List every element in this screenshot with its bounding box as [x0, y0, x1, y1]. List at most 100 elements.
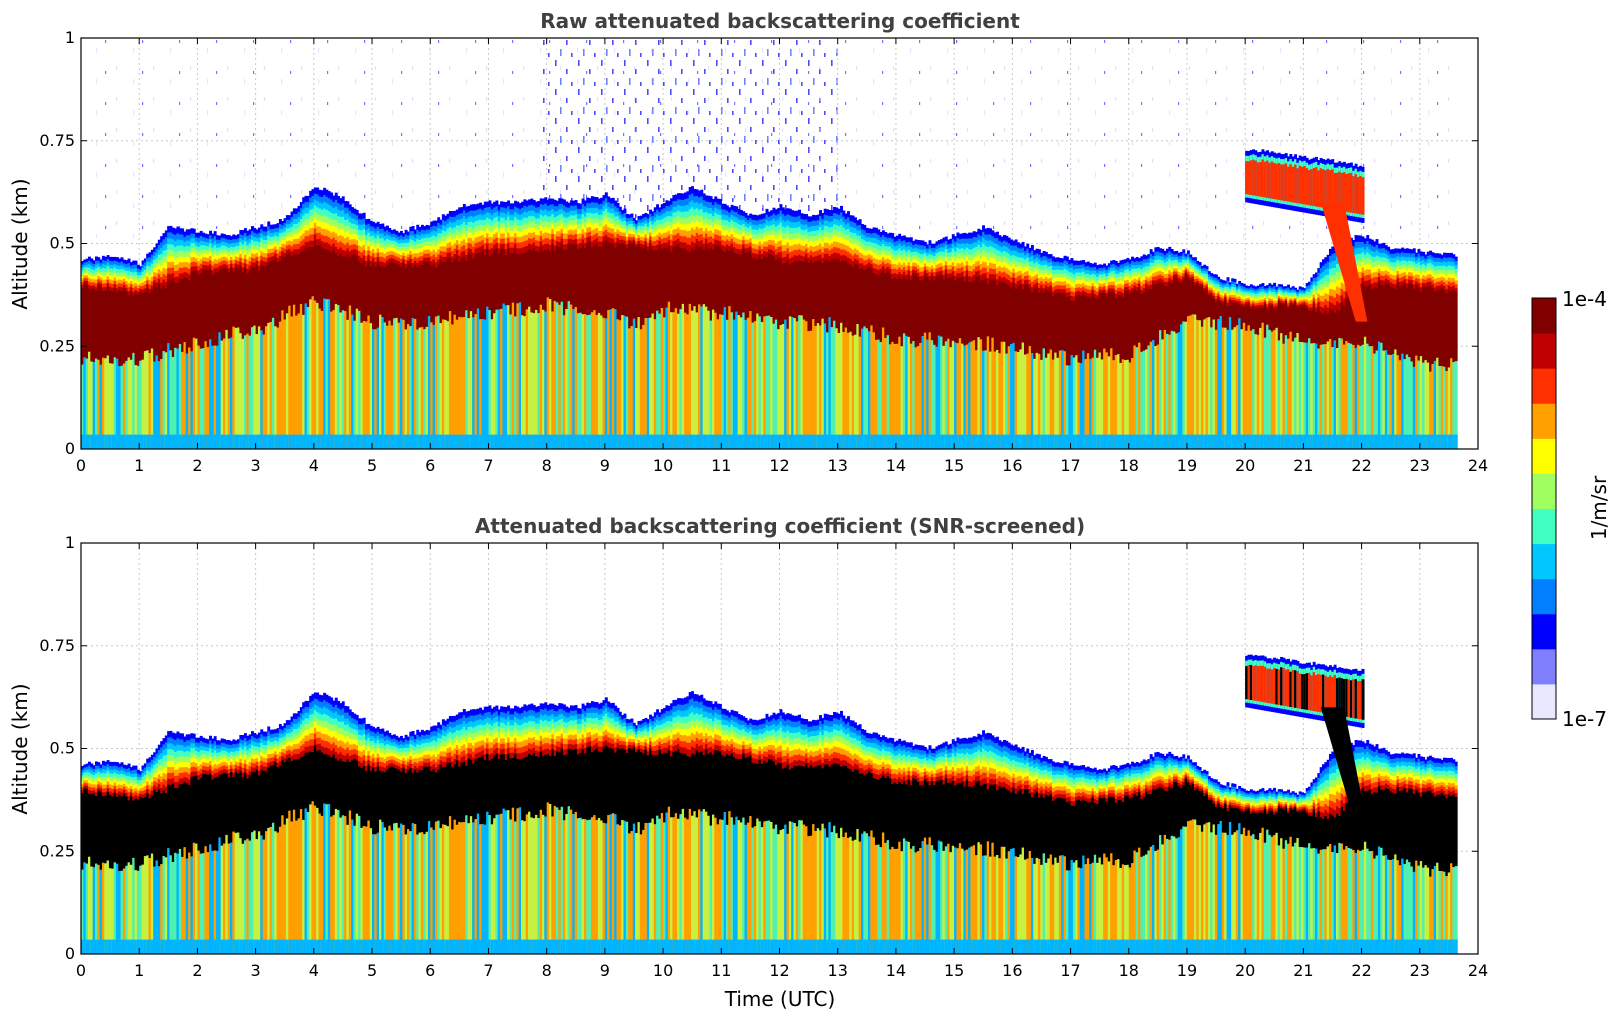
layer-edge-band: [129, 277, 133, 282]
layer-core: [216, 271, 219, 346]
aerosol-column: [206, 347, 210, 449]
layer-edge-band: [982, 237, 985, 244]
aerosol-column: [337, 305, 341, 449]
aerosol-column: [609, 309, 613, 449]
layer-edge-band: [514, 243, 517, 250]
layer-edge-band: [115, 264, 119, 270]
layer-edge-band: [686, 230, 690, 238]
layer-edge-band: [621, 213, 625, 218]
layer-edge-band: [539, 240, 543, 247]
layer-edge-band: [127, 262, 131, 268]
layer-edge-band: [465, 254, 469, 261]
layer-edge-band: [711, 237, 715, 244]
layer-core: [234, 266, 238, 328]
near-ground-strip: [297, 434, 301, 449]
layer-edge-band: [469, 226, 473, 233]
layer-edge-band: [1042, 283, 1046, 289]
layer-core: [746, 251, 750, 318]
layer-edge-band: [223, 252, 226, 257]
layer-core: [963, 281, 967, 346]
layer-edge-band: [779, 239, 783, 247]
layer-edge-band: [721, 239, 725, 246]
layer-edge-band: [327, 204, 331, 212]
layer-edge-band: [376, 248, 380, 253]
layer-edge-band: [630, 226, 634, 231]
layer-edge-band: [881, 261, 885, 267]
layer-edge-band: [1037, 263, 1041, 269]
layer-edge-band: [458, 225, 462, 232]
layer-edge-band: [216, 235, 219, 240]
layer-edge-band: [800, 213, 804, 219]
layer-edge-band: [262, 226, 266, 232]
layer-edge-band: [639, 219, 643, 223]
layer-edge-band: [921, 262, 925, 268]
layer-edge-band: [1040, 284, 1044, 290]
layer-edge-band: [360, 257, 364, 264]
layer-edge-band: [863, 229, 867, 236]
layer-edge-band: [409, 238, 413, 244]
layer-edge-band: [663, 237, 667, 243]
layer-edge-band: [660, 223, 664, 230]
layer-core: [1023, 283, 1027, 355]
layer-edge-band: [551, 228, 555, 235]
layer-edge-band: [560, 233, 564, 239]
layer-edge-band: [167, 249, 171, 257]
near-ground-strip: [767, 434, 771, 449]
layer-edge-band: [250, 257, 254, 263]
layer-core: [311, 246, 315, 297]
near-ground-strip: [725, 434, 729, 449]
layer-core: [611, 243, 615, 309]
layer-core: [686, 250, 690, 315]
layer-edge-band: [1035, 273, 1039, 279]
layer-edge-band: [281, 232, 285, 237]
layer-edge-band: [99, 274, 103, 278]
near-ground-strip: [996, 434, 999, 449]
layer-edge-band: [956, 237, 960, 244]
layer-edge-band: [737, 238, 741, 245]
layer-edge-band: [1028, 270, 1032, 276]
layer-edge-band: [1028, 274, 1032, 280]
layer-edge-band: [888, 232, 892, 238]
aerosol-column: [586, 315, 590, 449]
layer-edge-band: [793, 254, 797, 261]
near-ground-strip: [737, 434, 741, 449]
aerosol-column: [432, 324, 436, 449]
layer-edge-band: [386, 247, 389, 252]
aerosol-column: [968, 342, 972, 449]
layer-edge-band: [528, 243, 531, 250]
layer-edge-band: [462, 203, 466, 211]
layer-edge-band: [923, 266, 927, 271]
near-ground-strip: [462, 434, 466, 449]
layer-edge-band: [951, 243, 955, 249]
layer-edge-band: [1007, 269, 1011, 275]
layer-edge-band: [108, 264, 112, 269]
aerosol-column: [546, 297, 550, 449]
layer-edge-band: [262, 252, 266, 258]
layer-edge-band: [609, 222, 613, 229]
layer-edge-band: [802, 213, 806, 220]
layer-edge-band: [493, 244, 497, 251]
layer-edge-band: [614, 236, 618, 243]
near-ground-strip: [600, 434, 604, 449]
layer-edge-band: [411, 244, 415, 250]
layer-edge-band: [711, 198, 715, 205]
layer-edge-band: [230, 239, 233, 244]
layer-edge-band: [469, 221, 473, 228]
layer-edge-band: [283, 218, 287, 223]
layer-core: [833, 257, 836, 321]
near-ground-strip: [528, 434, 531, 449]
layer-edge-band: [786, 230, 790, 237]
layer-edge-band: [937, 259, 941, 264]
layer-edge-band: [346, 212, 350, 220]
aerosol-column: [516, 303, 520, 449]
layer-edge-band: [863, 264, 867, 271]
layer-edge-band: [1037, 268, 1041, 274]
layer-edge-band: [420, 224, 424, 230]
layer-edge-band: [1007, 242, 1011, 249]
layer-edge-band: [337, 228, 341, 236]
layer-edge-band: [721, 234, 725, 241]
near-ground-strip: [232, 434, 236, 449]
layer-edge-band: [779, 216, 783, 223]
layer-edge-band: [355, 209, 359, 216]
layer-edge-band: [665, 242, 669, 249]
